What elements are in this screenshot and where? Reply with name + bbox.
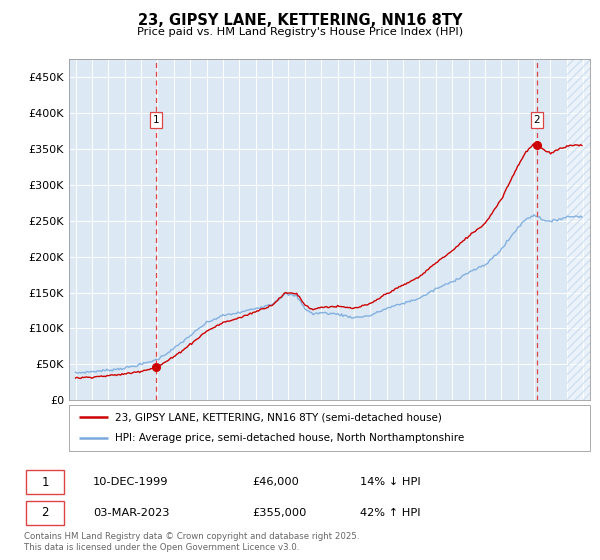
Text: 1: 1 xyxy=(153,115,160,125)
Text: £46,000: £46,000 xyxy=(252,477,299,487)
Text: HPI: Average price, semi-detached house, North Northamptonshire: HPI: Average price, semi-detached house,… xyxy=(115,433,464,444)
Text: 10-DEC-1999: 10-DEC-1999 xyxy=(93,477,169,487)
Text: 2: 2 xyxy=(41,506,49,520)
Text: 14% ↓ HPI: 14% ↓ HPI xyxy=(360,477,421,487)
Text: 23, GIPSY LANE, KETTERING, NN16 8TY: 23, GIPSY LANE, KETTERING, NN16 8TY xyxy=(138,13,462,28)
Text: 1: 1 xyxy=(41,475,49,489)
FancyBboxPatch shape xyxy=(26,470,64,494)
Text: 2: 2 xyxy=(533,115,540,125)
Text: 42% ↑ HPI: 42% ↑ HPI xyxy=(360,508,421,518)
Text: £355,000: £355,000 xyxy=(252,508,307,518)
Bar xyxy=(567,41,599,400)
Text: 23, GIPSY LANE, KETTERING, NN16 8TY (semi-detached house): 23, GIPSY LANE, KETTERING, NN16 8TY (sem… xyxy=(115,412,442,422)
FancyBboxPatch shape xyxy=(69,405,590,451)
Text: 03-MAR-2023: 03-MAR-2023 xyxy=(93,508,170,518)
Text: Contains HM Land Registry data © Crown copyright and database right 2025.
This d: Contains HM Land Registry data © Crown c… xyxy=(24,532,359,552)
Text: Price paid vs. HM Land Registry's House Price Index (HPI): Price paid vs. HM Land Registry's House … xyxy=(137,27,463,38)
FancyBboxPatch shape xyxy=(26,501,64,525)
